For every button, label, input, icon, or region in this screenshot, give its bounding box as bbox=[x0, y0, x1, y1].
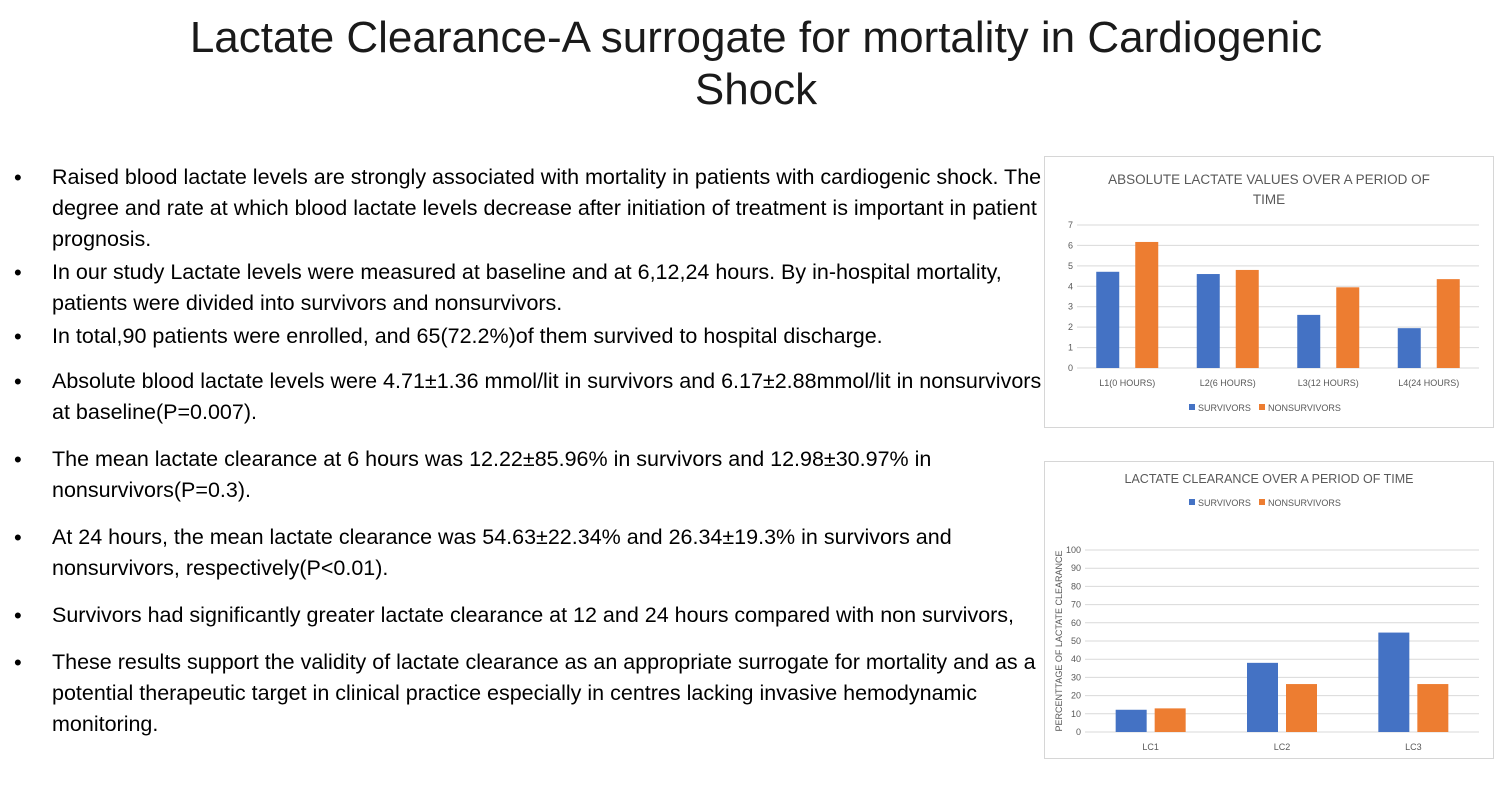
y-tick-label: 30 bbox=[1071, 672, 1081, 682]
bar-nonsurvivors bbox=[1135, 241, 1159, 368]
chart-title: LACTATE CLEARANCE OVER A PERIOD OF TIME bbox=[1125, 472, 1414, 486]
bar-nonsurvivors bbox=[1235, 269, 1259, 368]
x-tick-label: L4(24 HOURS) bbox=[1398, 378, 1459, 388]
slide-title: Lactate Clearance-A surrogate for mortal… bbox=[0, 12, 1512, 116]
y-tick-label: 100 bbox=[1066, 545, 1081, 555]
legend-swatch bbox=[1259, 499, 1265, 505]
bullet-item: The mean lactate clearance at 6 hours wa… bbox=[14, 444, 1054, 506]
y-tick-label: 3 bbox=[1068, 302, 1073, 312]
y-tick-label: 60 bbox=[1071, 618, 1081, 628]
bar-survivors bbox=[1115, 709, 1147, 732]
x-tick-label: LC1 bbox=[1142, 742, 1159, 752]
chart-title: ABSOLUTE LACTATE VALUES OVER A PERIOD OF bbox=[1108, 172, 1430, 187]
legend-swatch bbox=[1189, 404, 1195, 410]
bar-survivors bbox=[1247, 662, 1278, 732]
lactate-clearance-chart: LACTATE CLEARANCE OVER A PERIOD OF TIME 0… bbox=[1044, 461, 1494, 759]
chart-title: TIME bbox=[1253, 192, 1285, 207]
y-tick-label: 1 bbox=[1068, 343, 1073, 353]
bullet-list: Raised blood lactate levels are strongly… bbox=[14, 162, 1054, 740]
absolute-lactate-chart: ABSOLUTE LACTATE VALUES OVER A PERIOD OF… bbox=[1044, 156, 1494, 428]
y-tick-label: 0 bbox=[1068, 363, 1073, 373]
y-tick-label: 90 bbox=[1071, 563, 1081, 573]
bar-survivors bbox=[1378, 632, 1410, 732]
bullet-item: In our study Lactate levels were measure… bbox=[14, 257, 1054, 319]
legend-label: SURVIVORS bbox=[1198, 403, 1251, 413]
y-tick-label: 80 bbox=[1071, 581, 1081, 591]
bullet-item: At 24 hours, the mean lactate clearance … bbox=[14, 522, 1054, 584]
x-tick-label: LC2 bbox=[1274, 742, 1291, 752]
bar-survivors bbox=[1096, 271, 1120, 368]
y-tick-label: 4 bbox=[1068, 281, 1073, 291]
y-tick-label: 2 bbox=[1068, 322, 1073, 332]
bar-nonsurvivors bbox=[1336, 287, 1360, 368]
bullet-item: These results support the validity of la… bbox=[14, 647, 1054, 740]
bullet-item: Raised blood lactate levels are strongly… bbox=[14, 162, 1054, 255]
y-tick-label: 7 bbox=[1068, 220, 1073, 230]
x-tick-label: L2(6 HOURS) bbox=[1200, 378, 1256, 388]
x-tick-label: L3(12 HOURS) bbox=[1298, 378, 1359, 388]
bullet-item: Survivors had significantly greater lact… bbox=[14, 600, 1054, 631]
y-tick-label: 5 bbox=[1068, 261, 1073, 271]
bar-nonsurvivors bbox=[1154, 708, 1186, 732]
legend-label: NONSURVIVORS bbox=[1268, 498, 1341, 508]
y-tick-label: 10 bbox=[1071, 709, 1081, 719]
bar-survivors bbox=[1297, 314, 1321, 368]
y-axis-label: PERCENTTAGE OF LACTATE CLEARANCE bbox=[1054, 550, 1064, 731]
bullet-item: In total,90 patients were enrolled, and … bbox=[14, 321, 1054, 352]
bar-nonsurvivors bbox=[1436, 279, 1460, 368]
bar-survivors bbox=[1397, 328, 1421, 368]
slide-title-line2: Shock bbox=[694, 65, 818, 114]
lactate-clearance-chart-svg: LACTATE CLEARANCE OVER A PERIOD OF TIME 0… bbox=[1054, 472, 1479, 752]
y-tick-label: 40 bbox=[1071, 654, 1081, 664]
absolute-lactate-chart-svg: ABSOLUTE LACTATE VALUES OVER A PERIOD OF… bbox=[1068, 172, 1479, 413]
legend-label: NONSURVIVORS bbox=[1268, 403, 1341, 413]
legend-swatch bbox=[1259, 404, 1265, 410]
y-tick-label: 50 bbox=[1071, 636, 1081, 646]
y-tick-label: 0 bbox=[1076, 727, 1081, 737]
legend-swatch bbox=[1189, 499, 1195, 505]
slide-title-line1: Lactate Clearance-A surrogate for mortal… bbox=[189, 13, 1323, 62]
legend-label: SURVIVORS bbox=[1198, 498, 1251, 508]
x-tick-label: L1(0 HOURS) bbox=[1099, 378, 1155, 388]
bar-nonsurvivors bbox=[1286, 684, 1317, 732]
bar-survivors bbox=[1196, 274, 1220, 368]
y-tick-label: 6 bbox=[1068, 240, 1073, 250]
bullet-item: Absolute blood lactate levels were 4.71±… bbox=[14, 366, 1054, 428]
x-tick-label: LC3 bbox=[1405, 742, 1422, 752]
y-tick-label: 20 bbox=[1071, 691, 1081, 701]
bar-nonsurvivors bbox=[1417, 684, 1449, 732]
y-tick-label: 70 bbox=[1071, 600, 1081, 610]
